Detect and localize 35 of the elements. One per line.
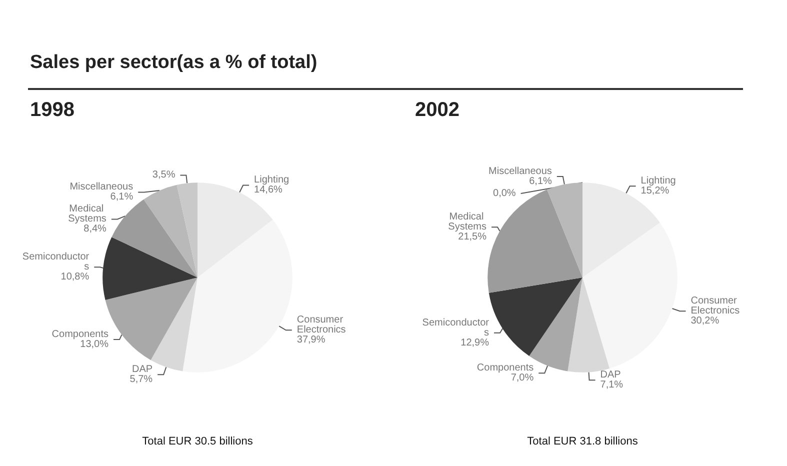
slice-label: Medical Systems <box>448 212 486 233</box>
data-label: 7,0% <box>510 372 534 384</box>
chart-subtitle: 2002 <box>415 99 460 121</box>
data-label: 21,5% <box>458 232 487 243</box>
slice-label: Miscellaneous <box>488 166 552 177</box>
text: Total EUR 31.8 billions <box>527 436 638 448</box>
slice-label: Consumer Electronics <box>296 314 346 336</box>
slice-label: Lighting <box>640 176 676 187</box>
data-label: 10,8% <box>60 272 90 283</box>
data-label: 5,7% <box>130 374 153 386</box>
data-label: 3,5% <box>152 170 176 181</box>
slice-label: Medical Systems <box>68 204 106 225</box>
data-label: 6,1% <box>110 192 134 203</box>
data-label: 12,9% <box>460 337 490 348</box>
slice-label: Consumer Electronics <box>690 296 740 317</box>
data-label: 7,1% <box>600 380 624 391</box>
data-label: 37,9% <box>296 334 326 346</box>
text: Total EUR 30.5 billions <box>142 436 254 448</box>
chart-title: Sales per sector(as a % of total) <box>30 52 318 74</box>
data-label: 14,6% <box>254 184 283 196</box>
slice-label: Components <box>52 329 109 340</box>
slice-label: DAP <box>600 370 622 381</box>
slice-label: Semiconductors <box>22 252 90 273</box>
slice-label: Miscellaneous <box>70 182 134 193</box>
data-label: 8,4% <box>84 224 107 235</box>
text: 0,0% <box>493 188 516 199</box>
data-label: 13,0% <box>80 339 109 350</box>
chart-subtitle: 1998 <box>30 99 74 121</box>
data-label: 30,2% <box>690 316 720 327</box>
data-label: 15,2% <box>640 186 670 197</box>
slice-label: Lighting <box>254 174 290 186</box>
slice-label: Components <box>476 362 534 374</box>
slice-label: Semiconductors <box>422 317 490 338</box>
slice-label: DAP <box>132 364 153 376</box>
data-label: 6,1% <box>529 176 552 187</box>
